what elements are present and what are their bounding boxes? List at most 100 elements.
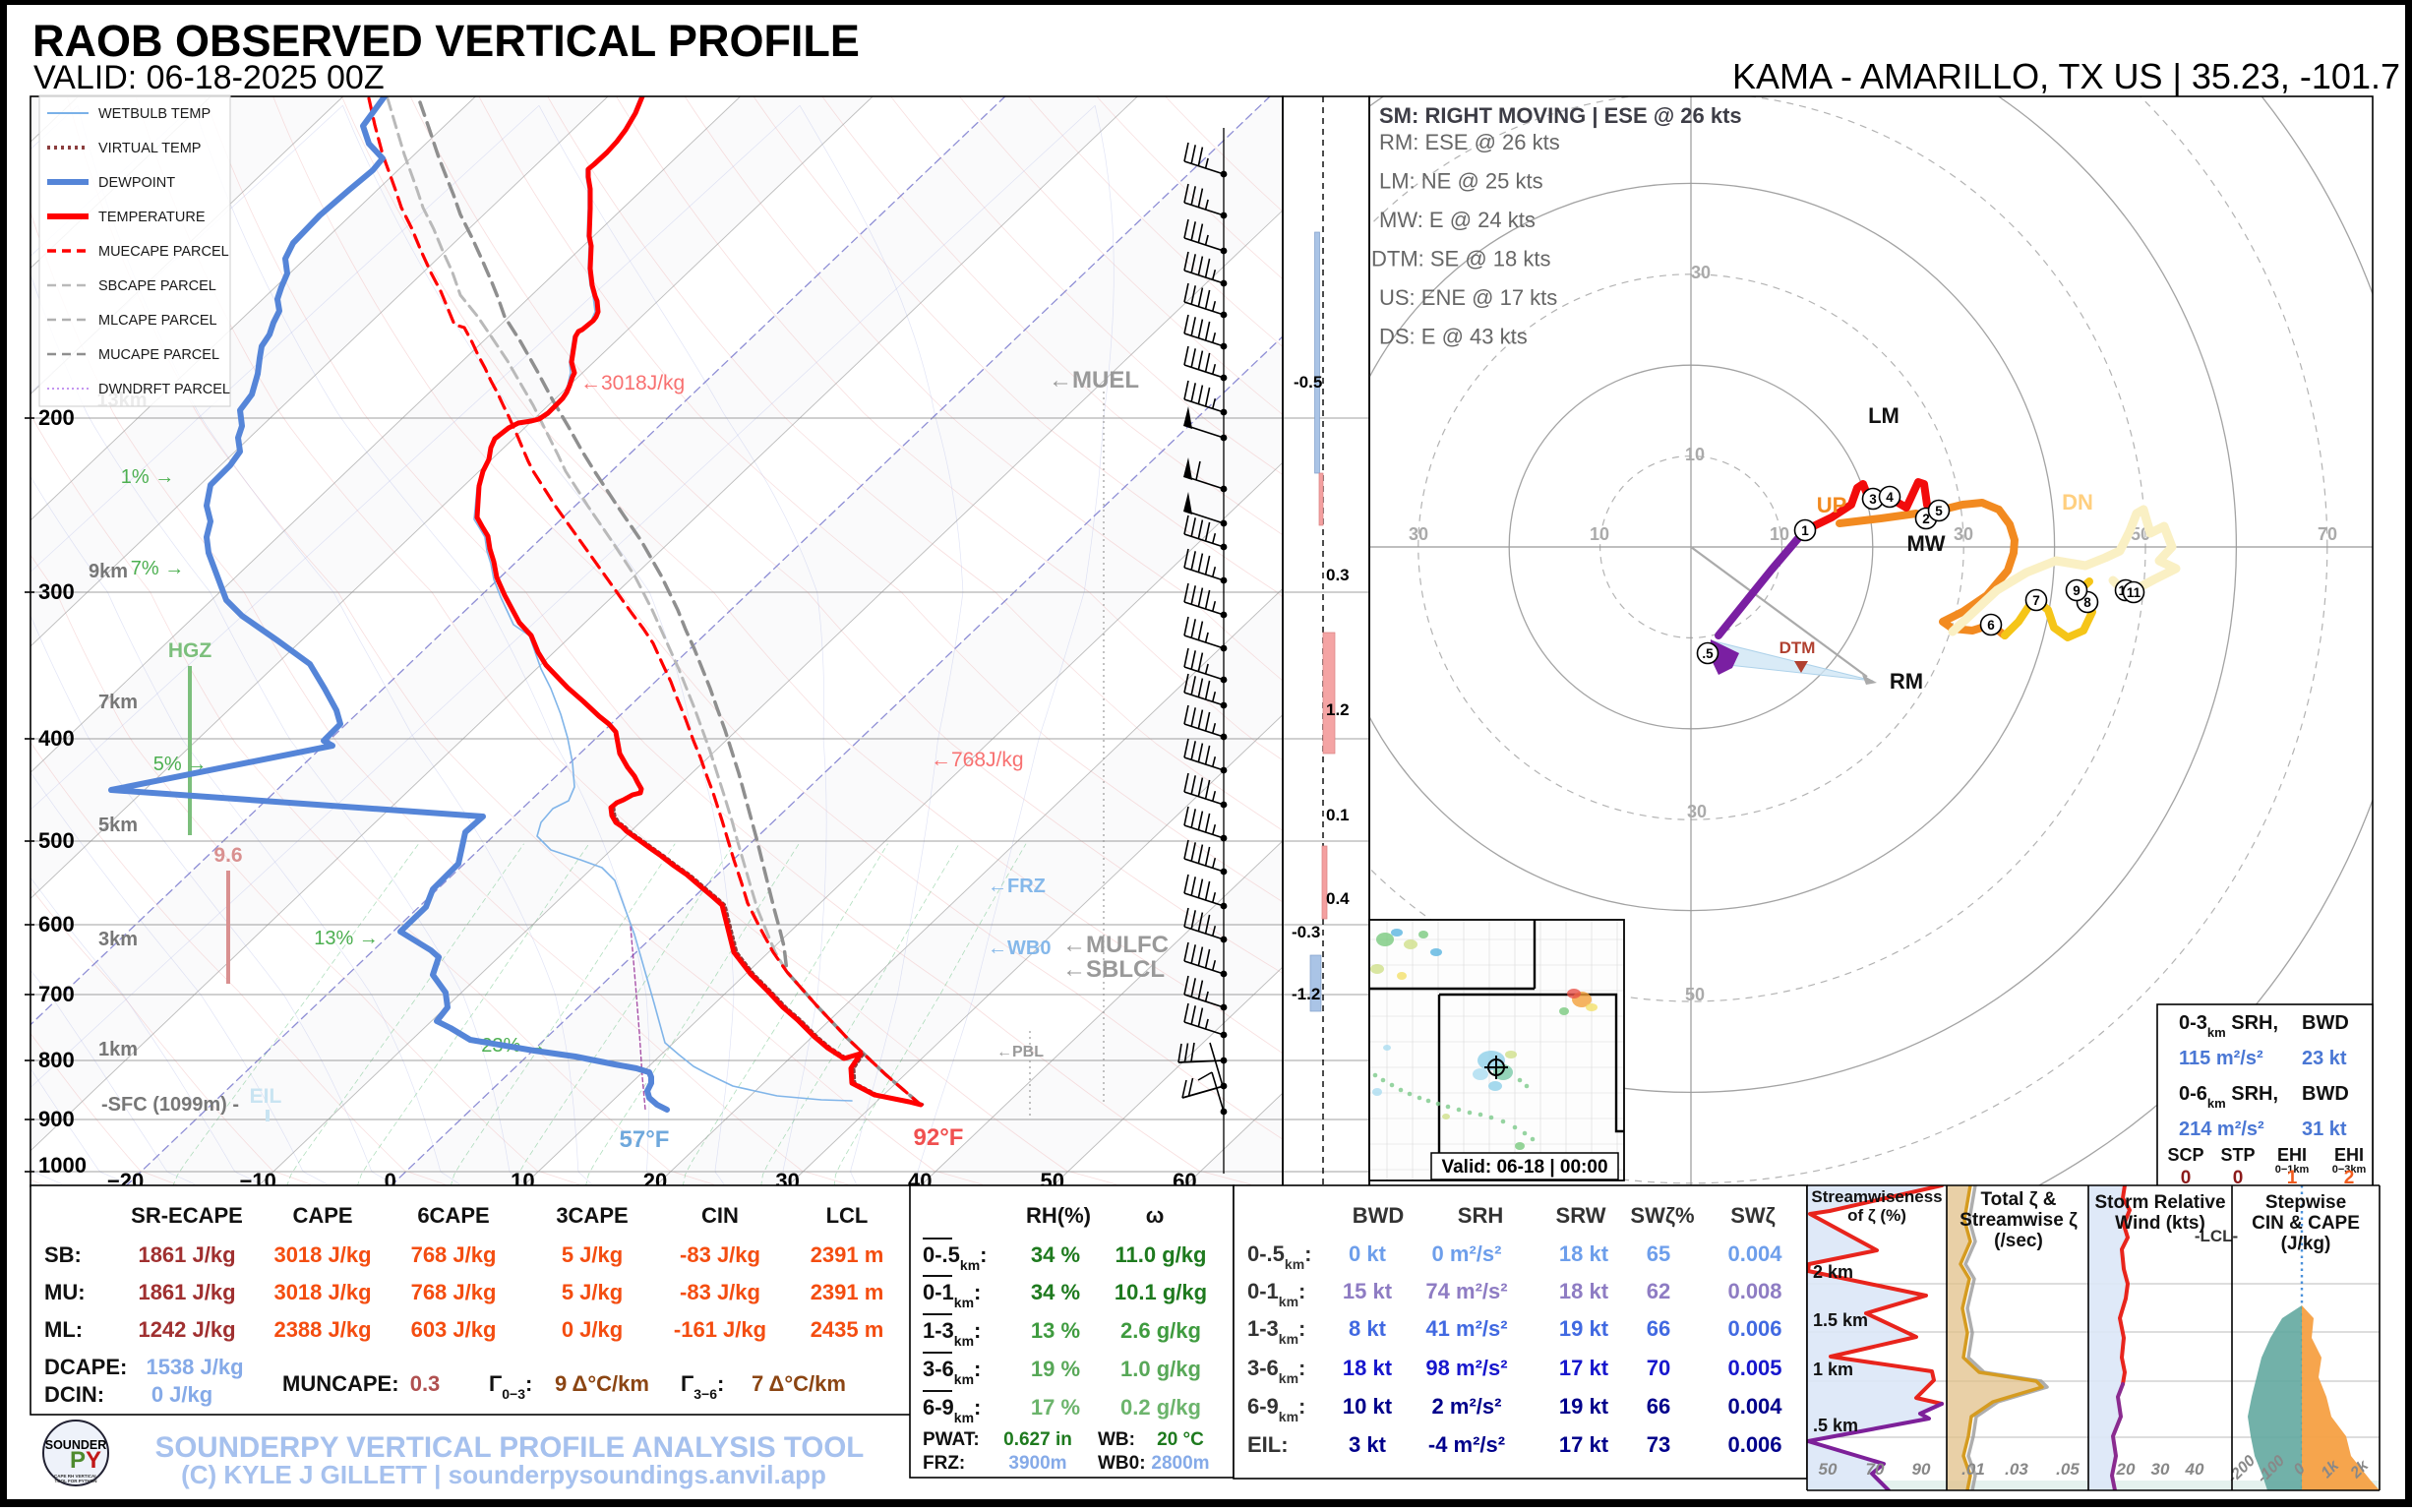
svg-text:CAPE RH VERTICAL: CAPE RH VERTICAL <box>54 1474 97 1479</box>
svg-text:EIL:: EIL: <box>1247 1432 1289 1457</box>
svg-text:200: 200 <box>38 405 75 430</box>
svg-text:DEWPOINT: DEWPOINT <box>98 175 175 191</box>
svg-text:50: 50 <box>1685 985 1705 1004</box>
svg-text:0 kt: 0 kt <box>1349 1241 1387 1266</box>
svg-text:EIL: EIL <box>250 1085 282 1108</box>
svg-text:10: 10 <box>1685 445 1705 464</box>
svg-text:2: 2 <box>1922 512 1930 526</box>
svg-text:2391 m: 2391 m <box>811 1242 884 1267</box>
svg-text:0.3: 0.3 <box>410 1371 441 1396</box>
svg-text:3018 J/kg: 3018 J/kg <box>273 1242 371 1267</box>
svg-text:0.006: 0.006 <box>1727 1432 1781 1457</box>
svg-text:3CAPE: 3CAPE <box>556 1203 628 1228</box>
svg-text:0.627 in: 0.627 in <box>1003 1429 1072 1450</box>
svg-text:.5 km: .5 km <box>1813 1416 1858 1435</box>
svg-text:DCAPE:: DCAPE: <box>44 1355 127 1379</box>
svg-text:2391 m: 2391 m <box>811 1280 884 1304</box>
svg-text:-SFC (1099m) -: -SFC (1099m) - <box>101 1094 239 1116</box>
svg-text:DN: DN <box>2062 490 2093 514</box>
svg-text:6: 6 <box>1987 618 1995 633</box>
svg-text:74 m²/s²: 74 m²/s² <box>1425 1279 1507 1303</box>
svg-text:20: 20 <box>2116 1460 2136 1479</box>
svg-text:62: 62 <box>1647 1279 1670 1303</box>
svg-text:0−1km: 0−1km <box>2275 1164 2310 1176</box>
svg-text:1000: 1000 <box>38 1153 87 1178</box>
svg-text:1 km: 1 km <box>1813 1360 1853 1379</box>
svg-text:50: 50 <box>1819 1460 1838 1479</box>
svg-text:MLCAPE PARCEL: MLCAPE PARCEL <box>98 313 217 329</box>
svg-text:VALID: 06-18-2025 00Z: VALID: 06-18-2025 00Z <box>33 59 385 96</box>
svg-text:0.2 g/kg: 0.2 g/kg <box>1120 1395 1201 1420</box>
svg-text:RM: RM <box>1890 669 1923 694</box>
svg-text:5 J/kg: 5 J/kg <box>562 1242 623 1267</box>
svg-text:31 kt: 31 kt <box>2302 1119 2347 1140</box>
svg-text:BWD: BWD <box>1353 1203 1405 1228</box>
svg-text:1861 J/kg: 1861 J/kg <box>138 1280 235 1304</box>
svg-text:Total ζ &: Total ζ & <box>1980 1189 2056 1210</box>
svg-text:34 %: 34 % <box>1031 1280 1080 1304</box>
svg-text:SBCAPE PARCEL: SBCAPE PARCEL <box>98 278 216 294</box>
svg-text:LM: LM <box>1868 403 1899 428</box>
svg-text:115 m²/s²: 115 m²/s² <box>2179 1048 2263 1069</box>
svg-text:MW: E @ 24 kts: MW: E @ 24 kts <box>1379 208 1536 232</box>
svg-text:-1.2: -1.2 <box>1292 985 1320 1003</box>
svg-text:Wind (kts): Wind (kts) <box>2115 1213 2205 1234</box>
svg-text:(C) KYLE J GILLETT | sounderpy: (C) KYLE J GILLETT | sounderpysoundings.… <box>181 1460 826 1489</box>
svg-text:3: 3 <box>1869 492 1877 507</box>
svg-text:0: 0 <box>2233 1168 2244 1188</box>
svg-text:18 kt: 18 kt <box>1343 1356 1393 1380</box>
svg-text:.05: .05 <box>2056 1460 2080 1479</box>
svg-text:CIN: CIN <box>701 1203 739 1228</box>
svg-text:BWD: BWD <box>2302 1012 2349 1034</box>
svg-text:←768J/kg: ←768J/kg <box>931 749 1024 771</box>
svg-text:EHI: EHI <box>2334 1145 2364 1165</box>
svg-text:SB:: SB: <box>44 1242 82 1267</box>
svg-text:400: 400 <box>38 726 75 751</box>
svg-text:19 kt: 19 kt <box>1559 1394 1609 1419</box>
svg-text:DCIN:: DCIN: <box>44 1382 104 1407</box>
svg-text:8 kt: 8 kt <box>1349 1316 1387 1341</box>
svg-text:HGZ: HGZ <box>168 639 212 662</box>
svg-text:10: 10 <box>1590 524 1609 544</box>
svg-text:Valid: 06-18 | 00:00: Valid: 06-18 | 00:00 <box>1441 1157 1607 1178</box>
svg-text:Streamwiseness: Streamwiseness <box>1811 1187 1942 1206</box>
svg-text:MUCAPE PARCEL: MUCAPE PARCEL <box>98 347 219 363</box>
svg-text:70: 70 <box>1647 1356 1670 1380</box>
svg-text:PWAT:: PWAT: <box>923 1429 980 1450</box>
svg-text:0.004: 0.004 <box>1727 1394 1782 1419</box>
svg-text:BWD: BWD <box>2302 1083 2349 1105</box>
svg-text:17 %: 17 % <box>1031 1395 1080 1420</box>
svg-text:←SBLCL: ←SBLCL <box>1062 956 1165 983</box>
svg-text:of ζ (%): of ζ (%) <box>1847 1206 1906 1225</box>
svg-text:PY: PY <box>70 1447 101 1474</box>
svg-text:0−3km: 0−3km <box>2332 1164 2367 1176</box>
svg-text:-83 J/kg: -83 J/kg <box>680 1242 760 1267</box>
svg-text:66: 66 <box>1647 1394 1670 1419</box>
svg-text:0.004: 0.004 <box>1727 1241 1782 1266</box>
svg-text:FRZ:: FRZ: <box>923 1453 965 1474</box>
svg-text:70: 70 <box>2318 524 2337 544</box>
svg-text:2800m: 2800m <box>1151 1453 1209 1474</box>
svg-text:768 J/kg: 768 J/kg <box>411 1242 497 1267</box>
svg-text:KAMA - AMARILLO, TX US | 35.23: KAMA - AMARILLO, TX US | 35.23, -101.7 <box>1732 56 2400 96</box>
svg-text:VIRTUAL TEMP: VIRTUAL TEMP <box>98 141 201 156</box>
svg-text:US: ENE @ 17 kts: US: ENE @ 17 kts <box>1379 285 1557 310</box>
svg-text:-0.3: -0.3 <box>1292 923 1320 941</box>
svg-text:0.006: 0.006 <box>1727 1316 1781 1341</box>
svg-text:10: 10 <box>1770 524 1789 544</box>
svg-text:Streamwise ζ: Streamwise ζ <box>1960 1210 2078 1231</box>
svg-text:SRW: SRW <box>1556 1203 1606 1228</box>
svg-text:7: 7 <box>2032 593 2040 608</box>
svg-text:30: 30 <box>2151 1460 2170 1479</box>
svg-text:700: 700 <box>38 982 75 1006</box>
svg-text:0 m²/s²: 0 m²/s² <box>1432 1241 1502 1266</box>
svg-text:6CAPE: 6CAPE <box>417 1203 489 1228</box>
svg-text:0: 0 <box>2181 1168 2192 1188</box>
svg-text:8: 8 <box>2083 595 2091 610</box>
svg-text:RM: ESE @ 26 kts: RM: ESE @ 26 kts <box>1379 130 1560 154</box>
svg-text:1.2: 1.2 <box>1326 700 1350 719</box>
svg-text:DTM: SE @ 18 kts: DTM: SE @ 18 kts <box>1371 247 1550 272</box>
svg-text:ω: ω <box>1146 1203 1165 1228</box>
svg-text:0.005: 0.005 <box>1727 1356 1781 1380</box>
svg-text:SWζ%: SWζ% <box>1630 1203 1694 1228</box>
